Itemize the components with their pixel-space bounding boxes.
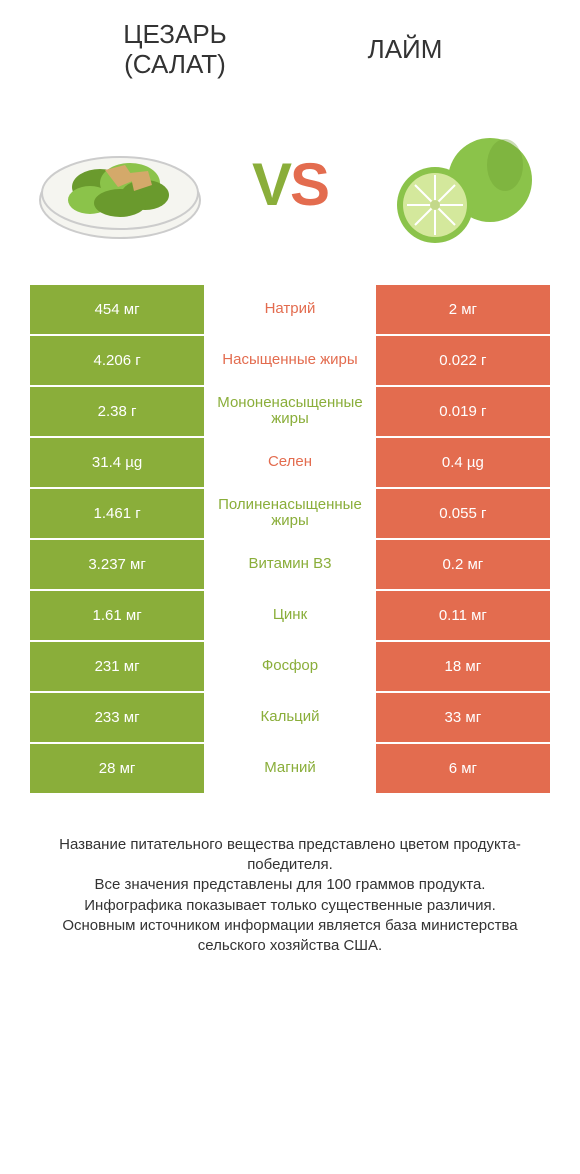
left-value-cell: 2.38 г <box>30 387 204 436</box>
salad-image <box>30 115 210 255</box>
vs-label: VS <box>252 150 328 219</box>
right-product-title: ЛАЙМ <box>290 20 520 80</box>
left-value-cell: 31.4 µg <box>30 438 204 487</box>
right-value-cell: 0.11 мг <box>376 591 550 640</box>
table-row: 31.4 µgСелен0.4 µg <box>30 438 550 487</box>
vs-v: V <box>252 151 290 218</box>
right-value-cell: 18 мг <box>376 642 550 691</box>
left-value-cell: 231 мг <box>30 642 204 691</box>
right-value-cell: 0.2 мг <box>376 540 550 589</box>
nutrient-label-cell: Магний <box>204 744 376 793</box>
right-value-cell: 2 мг <box>376 285 550 334</box>
nutrient-label-cell: Полиненасыщенные жиры <box>204 489 376 538</box>
right-title-text: ЛАЙМ <box>368 35 443 65</box>
vs-s: S <box>290 151 328 218</box>
left-title-line1: ЦЕЗАРЬ <box>123 19 226 49</box>
nutrient-label-cell: Фосфор <box>204 642 376 691</box>
left-value-cell: 454 мг <box>30 285 204 334</box>
table-row: 1.461 гПолиненасыщенные жиры0.055 г <box>30 489 550 538</box>
header: ЦЕЗАРЬ (САЛАТ) ЛАЙМ <box>0 0 580 90</box>
table-row: 2.38 гМононенасыщенные жиры0.019 г <box>30 387 550 436</box>
left-value-cell: 28 мг <box>30 744 204 793</box>
table-row: 1.61 мгЦинк0.11 мг <box>30 591 550 640</box>
nutrient-label-cell: Мононенасыщенные жиры <box>204 387 376 436</box>
footer-line-3: Инфографика показывает только существенн… <box>30 896 550 916</box>
nutrient-label-cell: Натрий <box>204 285 376 334</box>
nutrition-table: 454 мгНатрий2 мг4.206 гНасыщенные жиры0.… <box>0 285 580 793</box>
right-value-cell: 0.055 г <box>376 489 550 538</box>
lime-image <box>370 115 550 255</box>
footer-line-1: Название питательного вещества представл… <box>30 835 550 876</box>
table-row: 231 мгФосфор18 мг <box>30 642 550 691</box>
left-value-cell: 3.237 мг <box>30 540 204 589</box>
right-value-cell: 0.4 µg <box>376 438 550 487</box>
right-value-cell: 0.022 г <box>376 336 550 385</box>
right-value-cell: 6 мг <box>376 744 550 793</box>
table-row: 4.206 гНасыщенные жиры0.022 г <box>30 336 550 385</box>
table-row: 28 мгМагний6 мг <box>30 744 550 793</box>
left-value-cell: 1.461 г <box>30 489 204 538</box>
right-value-cell: 33 мг <box>376 693 550 742</box>
right-value-cell: 0.019 г <box>376 387 550 436</box>
left-value-cell: 233 мг <box>30 693 204 742</box>
footer-notes: Название питательного вещества представл… <box>0 795 580 957</box>
images-row: VS <box>0 90 580 285</box>
left-value-cell: 4.206 г <box>30 336 204 385</box>
nutrient-label-cell: Насыщенные жиры <box>204 336 376 385</box>
left-value-cell: 1.61 мг <box>30 591 204 640</box>
left-product-title: ЦЕЗАРЬ (САЛАТ) <box>60 20 290 80</box>
footer-line-2: Все значения представлены для 100 граммо… <box>30 875 550 895</box>
footer-line-4: Основным источником информации является … <box>30 916 550 957</box>
table-row: 233 мгКальций33 мг <box>30 693 550 742</box>
table-row: 454 мгНатрий2 мг <box>30 285 550 334</box>
nutrient-label-cell: Кальций <box>204 693 376 742</box>
nutrient-label-cell: Цинк <box>204 591 376 640</box>
table-row: 3.237 мгВитамин B30.2 мг <box>30 540 550 589</box>
nutrient-label-cell: Витамин B3 <box>204 540 376 589</box>
left-title-line2: (САЛАТ) <box>124 49 226 79</box>
nutrient-label-cell: Селен <box>204 438 376 487</box>
